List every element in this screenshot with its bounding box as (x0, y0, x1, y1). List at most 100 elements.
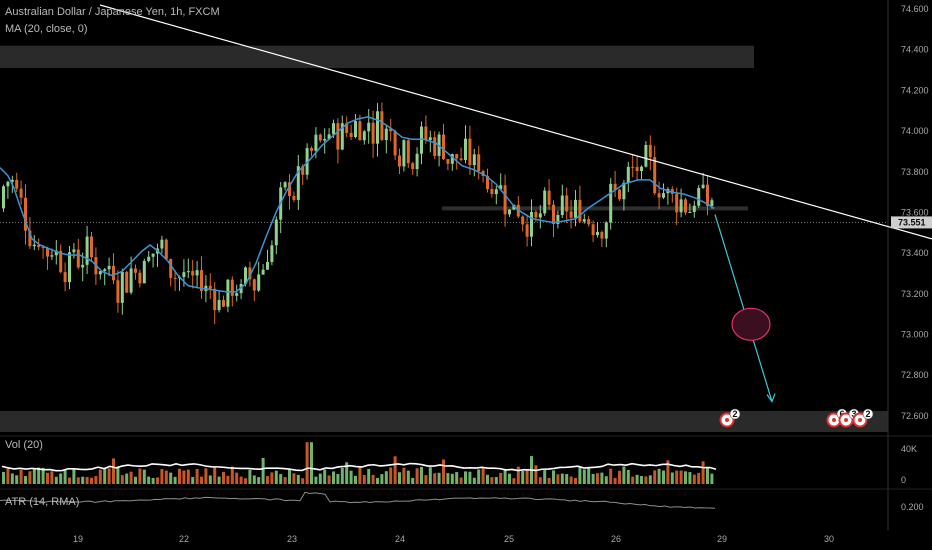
time-axis[interactable]: 19 22 23 24 25 26 29 30 (73, 534, 834, 544)
volume-bar (41, 467, 45, 484)
time-tick-label: 22 (179, 534, 189, 544)
volume-bar (98, 469, 102, 484)
volume-bar (618, 470, 621, 484)
volume-bar (472, 477, 476, 484)
volume-bar (565, 474, 569, 484)
candle-body (552, 204, 555, 224)
candle-body (538, 213, 542, 218)
candle-body (2, 186, 5, 209)
volume-bar (631, 476, 635, 484)
candle-body (679, 199, 683, 213)
projection-arrow[interactable] (714, 214, 773, 402)
atr-indicator-label: ATR (14, RMA) (5, 496, 80, 508)
volume-bar (15, 475, 19, 484)
trend-line[interactable] (99, 4, 932, 240)
volume-bar (244, 478, 247, 484)
volume-bar (112, 458, 115, 484)
candle-body (675, 193, 679, 213)
candle-body (54, 250, 58, 256)
candle-body (292, 196, 296, 200)
descending-trendline[interactable] (99, 4, 932, 240)
volume-bar (279, 474, 283, 484)
candle-body (547, 190, 551, 205)
event-markers[interactable]: 2632 (719, 408, 874, 428)
volume-bar (19, 469, 23, 484)
volume-bar (332, 471, 335, 484)
volume-bar (428, 467, 432, 484)
candle-body (371, 122, 375, 144)
volume-bar (292, 473, 296, 484)
candle-body (516, 204, 520, 217)
volume-bar (142, 469, 146, 484)
volume-bar (125, 473, 129, 484)
candle-body (336, 123, 340, 150)
volume-bar (46, 472, 49, 484)
volume-bar (116, 466, 120, 484)
volume-bar (213, 467, 217, 484)
volume-bar (420, 466, 423, 484)
candle-body (235, 293, 239, 296)
candle-body (41, 247, 45, 249)
volume-bar (393, 456, 397, 484)
candle-body (622, 182, 626, 200)
candle-body (85, 236, 89, 265)
candle-body (230, 279, 234, 296)
volume-bar (81, 476, 85, 484)
volume-bar (90, 477, 93, 484)
candle-body (24, 197, 27, 231)
candle-body (587, 219, 591, 225)
candle-body (688, 211, 692, 213)
ma-indicator-label: MA (20, close, 0) (5, 23, 88, 35)
candle-body (213, 288, 217, 311)
target-ellipse[interactable] (731, 307, 771, 341)
candle-body (613, 183, 617, 190)
volume-bar (186, 469, 190, 484)
candle-body (362, 131, 366, 141)
candle-body (490, 189, 494, 195)
price-zones (0, 45, 888, 432)
volume-bar (323, 469, 327, 484)
projection[interactable] (714, 214, 776, 403)
volume-bar (164, 470, 168, 484)
volume-bar (468, 471, 472, 484)
candle-body (248, 267, 252, 280)
volume-bar (622, 466, 626, 484)
volume-bar (85, 477, 89, 484)
price-tick-label: 74.200 (901, 85, 929, 95)
price-axis[interactable]: 74.600 74.400 74.200 74.000 73.800 73.600 73.4… (891, 4, 932, 512)
candle-body (15, 179, 19, 189)
candle-body (120, 271, 124, 303)
volume-bar (274, 470, 278, 484)
candle-body (116, 280, 120, 303)
candle-body (345, 123, 349, 133)
volume-bar (59, 473, 63, 484)
candle-body (560, 195, 564, 216)
price-tick-label: 73.000 (901, 329, 929, 339)
time-tick-label: 29 (717, 534, 727, 544)
volume-bar (512, 478, 516, 484)
event-marker-dot (725, 418, 729, 422)
volume-bar (169, 472, 173, 484)
volume-bar (182, 470, 186, 484)
candle-body (314, 134, 318, 151)
volume-bar (6, 468, 10, 484)
volume-bar (94, 476, 98, 484)
price-tick-label: 74.400 (901, 45, 929, 55)
candle-body (90, 236, 93, 258)
volume-bar (384, 471, 388, 484)
candle-body (125, 271, 129, 293)
candle-body (367, 122, 371, 132)
volume-bar (547, 477, 551, 484)
volume-bar (362, 475, 366, 484)
time-tick-label: 26 (611, 534, 621, 544)
volume-bar (538, 477, 542, 484)
candle-body (459, 158, 463, 161)
candle-body (591, 224, 595, 236)
volume-bar (459, 477, 463, 484)
volume-bar (604, 476, 608, 484)
volume-bar (208, 475, 212, 484)
current-price-tag[interactable] (891, 216, 932, 229)
volume-bar (37, 467, 41, 484)
candle-body (182, 272, 186, 278)
